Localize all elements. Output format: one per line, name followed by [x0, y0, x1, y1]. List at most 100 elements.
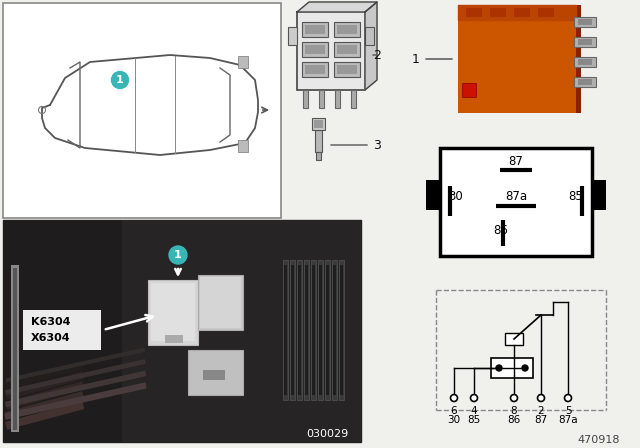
Bar [334, 62, 360, 77]
Bar [426, 180, 440, 210]
Bar [198, 275, 243, 330]
Bar [3, 220, 122, 442]
Bar [315, 130, 322, 152]
Bar [325, 260, 330, 400]
Bar [318, 260, 323, 400]
Text: 87: 87 [534, 415, 548, 425]
Bar [312, 265, 315, 395]
Bar [298, 265, 301, 395]
Bar [312, 118, 325, 130]
Bar [151, 283, 195, 341]
Bar [238, 56, 248, 68]
Circle shape [511, 395, 518, 401]
Polygon shape [297, 2, 377, 12]
Text: 3: 3 [373, 138, 381, 151]
Text: 470918: 470918 [577, 435, 620, 445]
Bar [5, 401, 84, 430]
Text: 86: 86 [508, 415, 520, 425]
Bar [284, 265, 287, 395]
Text: 030029: 030029 [306, 429, 348, 439]
Bar [297, 260, 302, 400]
Text: 1: 1 [412, 52, 420, 65]
Bar [514, 8, 530, 17]
Circle shape [111, 72, 129, 89]
Bar [303, 90, 308, 108]
Bar [574, 17, 596, 27]
Bar [505, 333, 523, 345]
Text: 87: 87 [509, 155, 524, 168]
Bar [578, 19, 592, 25]
Text: 1: 1 [174, 250, 182, 260]
Bar [305, 65, 325, 74]
Text: 86: 86 [493, 224, 508, 237]
Bar [538, 8, 554, 17]
Bar [578, 39, 592, 45]
Bar [288, 27, 297, 45]
Bar [305, 265, 308, 395]
Bar [340, 265, 343, 395]
Text: 2: 2 [373, 48, 381, 61]
Bar [305, 45, 325, 54]
Bar [319, 90, 324, 108]
Bar [334, 42, 360, 57]
Text: K6304: K6304 [31, 317, 70, 327]
Bar [302, 42, 328, 57]
Bar [200, 277, 241, 328]
Bar [291, 265, 294, 395]
Bar [335, 90, 340, 108]
Bar [319, 265, 322, 395]
Bar [3, 220, 361, 442]
Bar [365, 27, 374, 45]
Circle shape [522, 365, 528, 371]
Bar [316, 152, 321, 160]
Bar [238, 140, 248, 152]
Bar [462, 83, 476, 97]
Bar [466, 8, 482, 17]
Text: 4: 4 [470, 406, 477, 416]
Bar [332, 260, 337, 400]
Bar [203, 370, 225, 380]
Text: 30: 30 [447, 415, 461, 425]
Bar [122, 220, 360, 442]
Circle shape [564, 395, 572, 401]
Text: 5: 5 [564, 406, 572, 416]
Circle shape [496, 365, 502, 371]
Text: 1: 1 [116, 75, 124, 85]
Polygon shape [365, 2, 377, 90]
Text: 85: 85 [568, 190, 584, 202]
Bar [304, 260, 309, 400]
Bar [351, 90, 356, 108]
Text: 8: 8 [511, 406, 517, 416]
Bar [5, 361, 84, 390]
Bar [305, 25, 325, 34]
Text: 6: 6 [451, 406, 458, 416]
Bar [334, 22, 360, 37]
Bar [11, 265, 19, 432]
Text: 2: 2 [538, 406, 544, 416]
Bar [578, 79, 592, 85]
Text: X6304: X6304 [31, 333, 70, 343]
Bar [578, 59, 592, 65]
Bar [5, 371, 84, 400]
Bar [23, 310, 101, 350]
Bar [339, 260, 344, 400]
Circle shape [470, 395, 477, 401]
Bar [440, 148, 592, 256]
Bar [5, 381, 84, 410]
Circle shape [538, 395, 545, 401]
Bar [337, 25, 357, 34]
Text: 85: 85 [467, 415, 481, 425]
Bar [574, 57, 596, 67]
Bar [458, 5, 576, 113]
Text: 30: 30 [449, 190, 463, 202]
Bar [490, 8, 506, 17]
Text: 87a: 87a [505, 190, 527, 202]
Circle shape [169, 246, 187, 264]
Bar [326, 265, 329, 395]
Bar [574, 37, 596, 47]
Bar [290, 260, 295, 400]
Bar [491, 358, 533, 378]
Bar [283, 260, 288, 400]
Bar [592, 180, 606, 210]
Bar [574, 77, 596, 87]
